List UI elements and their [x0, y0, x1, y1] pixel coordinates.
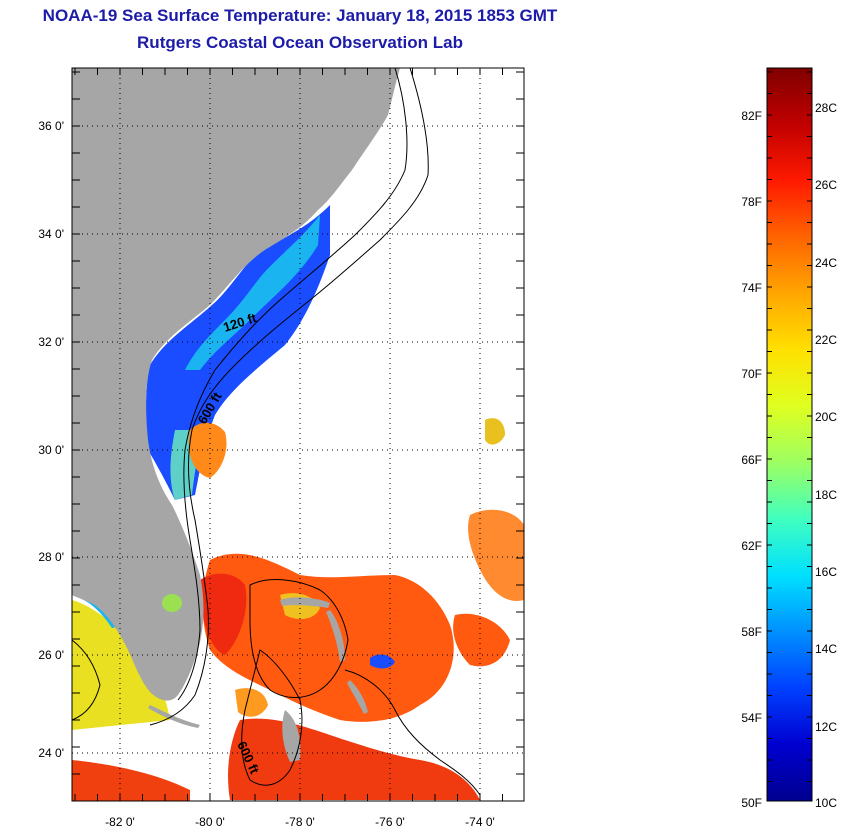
sst-straits-red — [200, 573, 247, 655]
land-us-southeast — [72, 68, 400, 701]
lon-label-74: -74 0' — [465, 815, 495, 829]
colorbar-c-20: 20C — [815, 410, 838, 424]
colorbar-f-58: 58F — [741, 625, 762, 639]
colorbar-f-82: 82F — [741, 109, 762, 123]
land-grand-bahama — [280, 597, 330, 608]
sst-se-patch2 — [453, 613, 510, 667]
colorbar-c-22: 22C — [815, 333, 838, 347]
lon-label-78: -78 0' — [285, 815, 315, 829]
sst-straits-warm — [202, 553, 454, 722]
colorbar-f-70: 70F — [741, 367, 762, 381]
axis-ticks — [72, 68, 524, 801]
lat-label-30: 30 0' — [38, 443, 64, 457]
map-frame — [71, 67, 525, 802]
land-eleuthera — [347, 680, 368, 714]
colorbar-c-12: 12C — [815, 720, 838, 734]
lake-okeechobee — [162, 594, 182, 612]
colorbar-f-50: 50F — [741, 796, 762, 810]
lat-label-32: 32 0' — [38, 335, 64, 349]
lat-lon-grid — [72, 68, 524, 801]
bathymetry-contours — [72, 68, 481, 796]
colorbar — [766, 67, 813, 802]
lat-label-34: 34 0' — [38, 227, 64, 241]
colorbar-c-26: 26C — [815, 178, 838, 192]
sst-se-patch — [468, 509, 524, 601]
lat-label-24: 24 0' — [38, 746, 64, 760]
colorbar-c-24: 24C — [815, 256, 838, 270]
land-andros — [282, 710, 301, 762]
colorbar-c-16: 16C — [815, 565, 838, 579]
land-abaco — [326, 610, 345, 662]
colorbar-f-74: 74F — [741, 281, 762, 295]
colorbar-c-10: 10C — [815, 796, 838, 810]
sst-cuba-south — [72, 760, 190, 801]
colorbar-f-54: 54F — [741, 711, 762, 725]
lat-label-26: 26 0' — [38, 648, 64, 662]
colorbar-c-14: 14C — [815, 642, 838, 656]
colorbar-c-18: 18C — [815, 488, 838, 502]
lon-label-80: -80 0' — [195, 815, 225, 829]
map-title: NOAA-19 Sea Surface Temperature: January… — [42, 6, 558, 25]
map-subtitle: Rutgers Coastal Ocean Observation Lab — [137, 33, 463, 52]
land-layer — [72, 68, 400, 762]
colorbar-f-66: 66F — [741, 453, 762, 467]
colorbar-f-78: 78F — [741, 195, 762, 209]
lat-label-36: 36 0' — [38, 119, 64, 133]
sst-gulf-warm — [72, 600, 170, 730]
land-keys — [148, 705, 200, 728]
sst-cool-band — [185, 215, 320, 370]
sst-orange-andros — [235, 688, 268, 717]
colorbar-ticks — [767, 71, 812, 782]
colorbar-c-28: 28C — [815, 101, 838, 115]
lat-label-28: 28 0' — [38, 550, 64, 564]
colorbar-f-62: 62F — [741, 539, 762, 553]
lon-label-76: -76 0' — [375, 815, 405, 829]
lon-label-82: -82 0' — [105, 815, 135, 829]
sst-blue-spot — [370, 654, 395, 669]
sst-north-yellow — [485, 418, 505, 445]
